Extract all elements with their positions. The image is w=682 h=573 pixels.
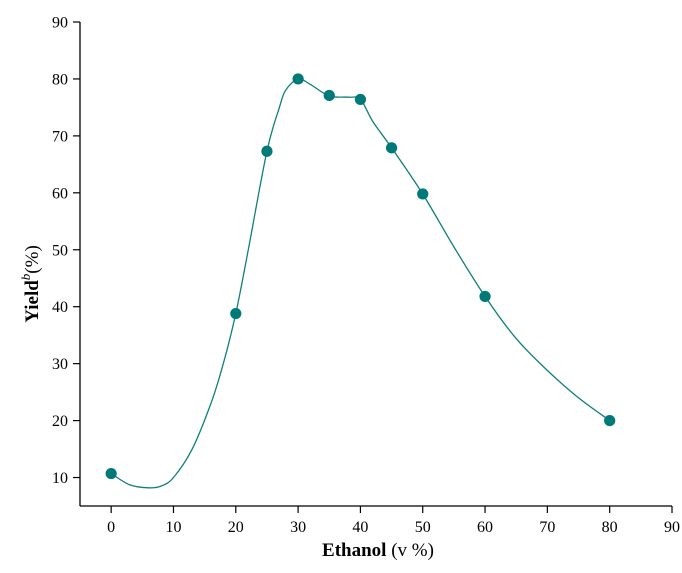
- y-axis-title: Yieldb(%): [18, 245, 43, 323]
- data-point: [292, 73, 304, 85]
- data-point: [354, 93, 367, 106]
- y-tick-label: 10: [52, 470, 68, 487]
- y-tick-label: 20: [52, 413, 68, 430]
- y-tick-label: 40: [52, 299, 68, 316]
- data-point: [230, 307, 242, 320]
- y-tick-label: 80: [52, 71, 68, 88]
- x-tick-label: 70: [539, 519, 555, 536]
- data-point: [479, 290, 491, 303]
- y-tick-label: 60: [52, 185, 68, 202]
- data-point: [105, 467, 117, 480]
- data-point: [323, 89, 335, 102]
- y-tick-label: 30: [52, 356, 68, 373]
- data-point: [604, 414, 616, 427]
- x-axis-title-main: Ethanol: [322, 540, 386, 561]
- data-point: [261, 145, 273, 157]
- y-tick-label: 70: [52, 128, 68, 145]
- x-tick-label: 20: [228, 519, 244, 536]
- y-axis-title-superscript: b: [18, 273, 33, 280]
- x-tick-label: 80: [602, 519, 618, 536]
- data-point: [417, 188, 429, 200]
- y-axis-title-main: Yield: [22, 280, 43, 323]
- x-tick-label: 30: [290, 519, 306, 536]
- fit-curve-layer: [110, 78, 611, 489]
- data-point: [385, 142, 398, 154]
- ticks: 0 10 20 30 40 50 60 70 80 90 10 20 30 40 50 60 70 80 90: [52, 15, 680, 537]
- x-tick-label: 90: [664, 519, 680, 536]
- x-axis-title: Ethanol (v %): [322, 540, 434, 561]
- x-tick-label: 40: [352, 519, 368, 536]
- y-tick-label: 90: [52, 15, 68, 32]
- y-axis-title-unit: (%): [22, 245, 43, 273]
- y-tick-label: 50: [52, 242, 68, 259]
- x-tick-label: 50: [415, 519, 431, 536]
- x-tick-label: 10: [165, 519, 181, 536]
- axes: [79, 22, 672, 507]
- x-tick-label: 60: [477, 519, 493, 536]
- x-axis-title-unit: (v %): [386, 540, 433, 561]
- x-tick-label: 0: [107, 519, 115, 536]
- fit-curve: [110, 78, 611, 489]
- data-points: [105, 73, 616, 480]
